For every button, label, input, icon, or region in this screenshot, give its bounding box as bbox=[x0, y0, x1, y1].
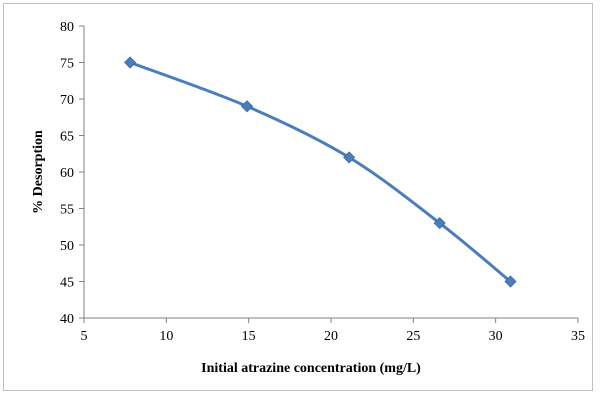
data-point-marker bbox=[240, 100, 254, 113]
y-tick-label: 40 bbox=[60, 312, 74, 327]
data-point-marker bbox=[343, 151, 356, 164]
y-tick-label: 75 bbox=[60, 57, 74, 72]
data-point-marker bbox=[504, 275, 517, 288]
y-axis-ticks: 40 45 50 55 60 65 70 75 80 bbox=[60, 20, 84, 327]
y-tick-label: 55 bbox=[60, 203, 74, 218]
series-layer bbox=[124, 56, 517, 288]
x-tick-label: 35 bbox=[571, 329, 585, 344]
x-tick-label: 15 bbox=[242, 329, 256, 344]
y-tick-label: 80 bbox=[60, 20, 74, 35]
x-axis-ticks: 5 10 15 20 25 30 35 bbox=[81, 318, 585, 344]
y-tick-label: 60 bbox=[60, 166, 74, 181]
y-tick-label: 70 bbox=[60, 93, 74, 108]
x-tick-label: 25 bbox=[406, 329, 420, 344]
y-tick-label: 65 bbox=[60, 130, 74, 145]
x-axis-title: Initial atrazine concentration (mg/L) bbox=[201, 361, 421, 376]
data-point-marker bbox=[433, 217, 446, 230]
series-line bbox=[128, 61, 512, 283]
x-tick-label: 10 bbox=[159, 329, 173, 344]
y-tick-label: 50 bbox=[60, 239, 74, 254]
y-axis-title: % Desorption bbox=[31, 130, 46, 214]
data-point-marker bbox=[124, 56, 137, 69]
y-tick-label: 45 bbox=[60, 276, 74, 291]
chart-frame bbox=[3, 3, 593, 391]
x-tick-label: 20 bbox=[324, 329, 338, 344]
x-tick-label: 5 bbox=[81, 329, 88, 344]
x-tick-label: 30 bbox=[489, 329, 503, 344]
